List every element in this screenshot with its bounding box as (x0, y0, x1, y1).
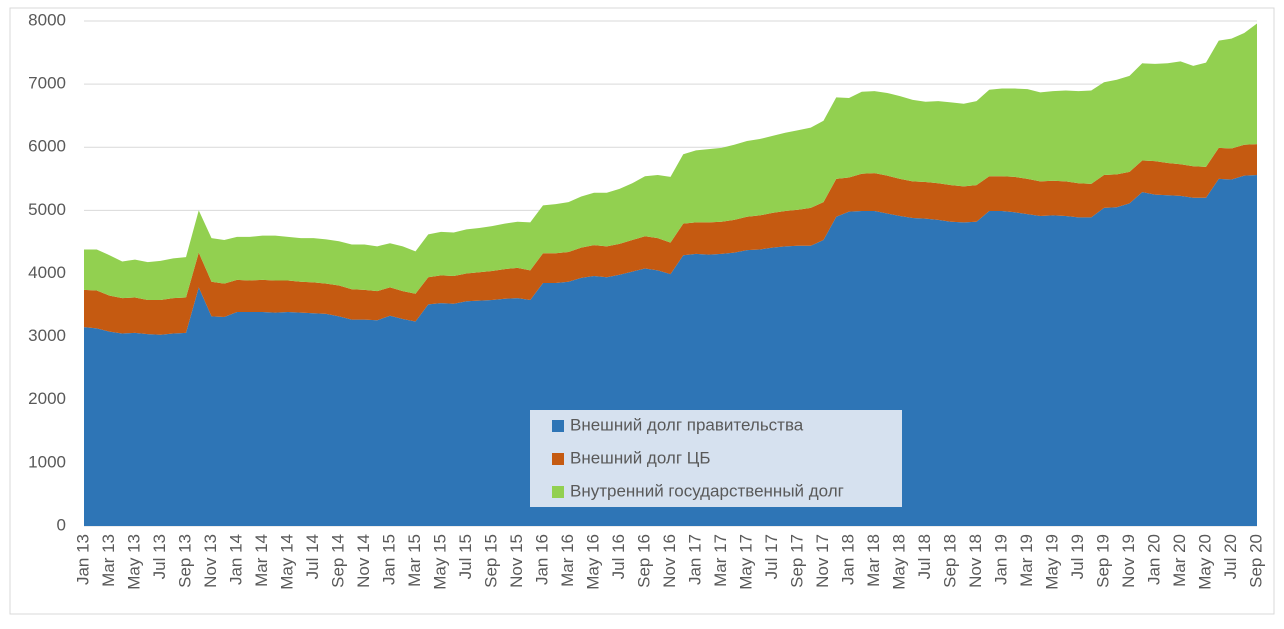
legend-box (530, 410, 902, 507)
x-tick-label: Sep 20 (1246, 534, 1265, 588)
x-tick-label: Mar 13 (99, 534, 118, 587)
x-tick-label: Nov 18 (966, 534, 985, 588)
x-tick-label: Jan 18 (838, 534, 857, 585)
x-tick-label: Nov 14 (354, 534, 373, 588)
x-tick-label: Sep 16 (634, 534, 653, 588)
x-tick-label: May 19 (1042, 534, 1061, 590)
x-tick-label: Jul 14 (303, 534, 322, 579)
x-tick-label: Jan 17 (685, 534, 704, 585)
x-tick-label: Mar 14 (252, 534, 271, 587)
x-tick-label: Nov 15 (507, 534, 526, 588)
legend-label: Внешний долг правительства (570, 415, 804, 434)
x-tick-label: Jul 17 (762, 534, 781, 579)
x-tick-label: Mar 15 (405, 534, 424, 587)
y-tick-label: 2000 (28, 389, 66, 408)
legend-label: Внешний долг ЦБ (570, 448, 711, 467)
x-tick-label: May 15 (430, 534, 449, 590)
x-tick-label: May 14 (277, 534, 296, 590)
legend-swatch (552, 486, 564, 498)
x-tick-label: Sep 19 (1093, 534, 1112, 588)
x-tick-label: Mar 17 (711, 534, 730, 587)
legend: Внешний долг правительства Внешний долг Ц… (530, 410, 902, 507)
legend-label: Внутренний государственный долг (570, 481, 844, 500)
y-tick-label: 3000 (28, 326, 66, 345)
x-tick-label: Jan 14 (226, 534, 245, 585)
x-tick-label: Nov 13 (201, 534, 220, 588)
x-tick-label: Sep 13 (175, 534, 194, 588)
x-tick-label: Nov 19 (1119, 534, 1138, 588)
x-tick-label: Mar 20 (1170, 534, 1189, 587)
x-tick-label: Jul 19 (1068, 534, 1087, 579)
x-tick-label: Jan 20 (1144, 534, 1163, 585)
x-tick-label: Jul 13 (150, 534, 169, 579)
x-tick-label: Jan 19 (991, 534, 1010, 585)
legend-swatch (552, 453, 564, 465)
x-tick-label: Jan 16 (532, 534, 551, 585)
y-tick-label: 4000 (28, 263, 66, 282)
x-tick-label: Sep 15 (481, 534, 500, 588)
x-tick-label: Mar 18 (864, 534, 883, 587)
x-tick-label: Nov 16 (660, 534, 679, 588)
x-tick-label: Sep 14 (328, 534, 347, 588)
y-tick-label: 6000 (28, 137, 66, 156)
x-tick-label: Sep 18 (940, 534, 959, 588)
x-tick-label: Jan 13 (73, 534, 92, 585)
x-tick-label: Mar 19 (1017, 534, 1036, 587)
x-tick-label: Jul 16 (609, 534, 628, 579)
x-tick-label: May 16 (583, 534, 602, 590)
x-tick-label: Nov 17 (813, 534, 832, 588)
x-tick-label: Jul 15 (456, 534, 475, 579)
x-tick-label: Jan 15 (379, 534, 398, 585)
y-tick-label: 5000 (28, 200, 66, 219)
x-tick-label: May 13 (124, 534, 143, 590)
x-tick-label: Jul 18 (915, 534, 934, 579)
area (84, 175, 1257, 526)
legend-swatch (552, 420, 564, 432)
y-tick-label: 1000 (28, 452, 66, 471)
x-tick-label: Sep 17 (787, 534, 806, 588)
x-tick-label: Jul 20 (1221, 534, 1240, 579)
x-tick-label: May 20 (1195, 534, 1214, 590)
y-tick-label: 7000 (28, 74, 66, 93)
x-tick-label: Mar 16 (558, 534, 577, 587)
x-tick-label: May 18 (889, 534, 908, 590)
area (84, 144, 1257, 335)
y-tick-label: 8000 (28, 10, 66, 29)
area (84, 23, 1257, 301)
y-tick-label: 0 (57, 515, 66, 534)
x-tick-label: May 17 (736, 534, 755, 590)
